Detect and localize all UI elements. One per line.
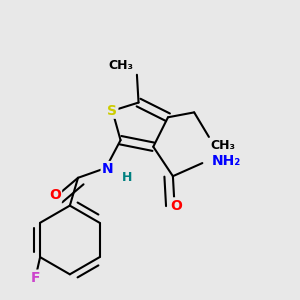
Text: O: O: [169, 199, 181, 213]
Text: S: S: [107, 104, 117, 118]
Text: F: F: [31, 271, 40, 285]
Text: CH₃: CH₃: [109, 59, 134, 72]
Text: O: O: [49, 188, 61, 202]
Text: N: N: [102, 162, 113, 176]
Text: NH₂: NH₂: [212, 154, 242, 169]
Text: O: O: [170, 199, 182, 213]
Text: CH₃: CH₃: [211, 139, 236, 152]
Text: H: H: [122, 171, 132, 184]
